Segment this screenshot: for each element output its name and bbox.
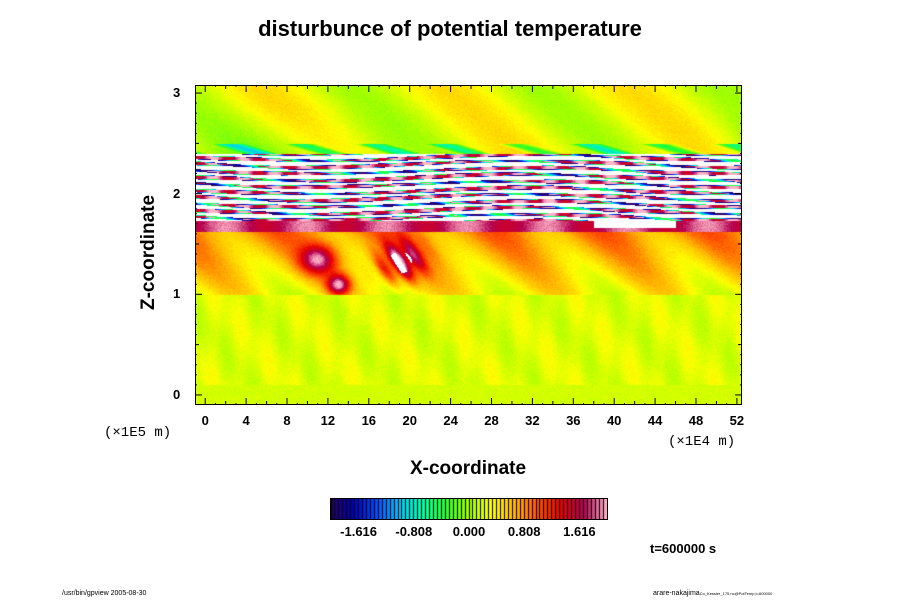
footer-file: Co_Kessler_175.nc@PotTemp,t=600000 <box>699 591 773 596</box>
plot-axes <box>195 85 742 405</box>
x-tick-label: 0 <box>201 413 209 428</box>
y-tick-label: 3 <box>173 85 181 101</box>
footer-author: arare-nakajima <box>653 590 700 597</box>
x-scale-note: (×1E4 m) <box>668 434 736 450</box>
plot-area <box>195 85 742 405</box>
x-tick-label: 44 <box>647 413 663 428</box>
footer-left: /usr/bin/gpview 2005-08-30 <box>62 590 147 597</box>
x-tick-label: 4 <box>242 413 250 428</box>
colorbar-tick-label: -1.616 <box>340 524 378 539</box>
y-tick-label: 2 <box>173 185 181 201</box>
x-tick-label: 28 <box>484 413 499 428</box>
x-tick-label: 20 <box>402 413 417 428</box>
colorbar-tick-label: 0.000 <box>452 524 486 539</box>
heatmap-field <box>195 85 742 405</box>
y-tick-label: 1 <box>173 286 181 302</box>
colorbar <box>330 498 608 520</box>
x-tick-label: 16 <box>361 413 377 428</box>
x-tick-label: 32 <box>525 413 540 428</box>
x-axis-label: X-coordinate <box>409 458 527 479</box>
colorbar-tick-label: -0.808 <box>395 524 433 539</box>
time-label: t=600000 s <box>650 541 717 556</box>
colorbar-tick-label: 0.808 <box>507 524 541 539</box>
chart-title: disturbunce of potential temperature <box>258 16 642 41</box>
plot-frame <box>195 85 742 405</box>
x-tick-label: 8 <box>283 413 291 428</box>
x-tick-label: 36 <box>566 413 581 428</box>
colorbar-tick-label: 1.616 <box>563 524 596 539</box>
y-axis-label: Z-coordinate <box>138 194 159 310</box>
y-tick-label: 0 <box>173 386 181 402</box>
y-scale-note: (×1E5 m) <box>104 425 172 441</box>
footer-right: arare-nakajimaCo_Kessler_175.nc@PotTemp,… <box>653 590 772 597</box>
x-tick-label: 24 <box>443 413 458 428</box>
x-tick-label: 12 <box>320 413 336 428</box>
x-tick-label: 48 <box>688 413 704 428</box>
x-tick-label: 40 <box>606 413 622 428</box>
x-tick-label: 52 <box>729 413 745 428</box>
